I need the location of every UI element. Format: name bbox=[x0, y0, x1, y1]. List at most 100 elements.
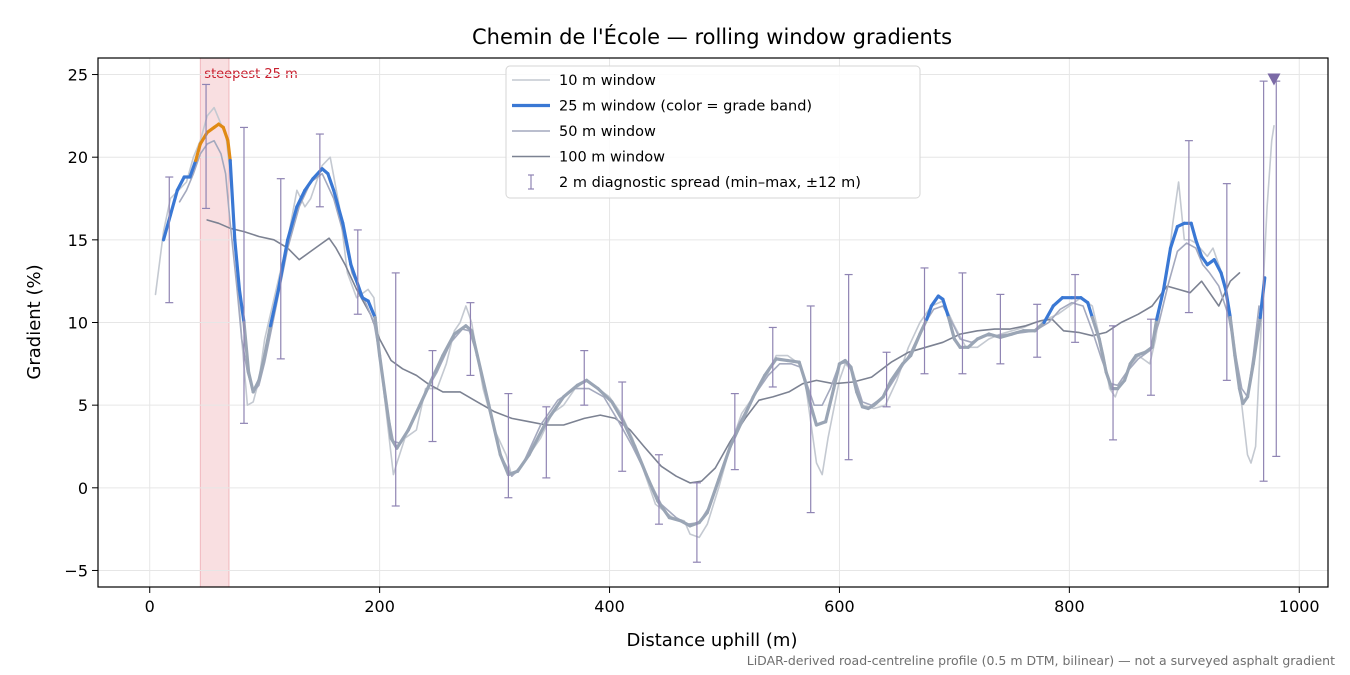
series-25m-segment bbox=[226, 139, 232, 163]
series-25m-segment bbox=[418, 378, 433, 407]
series-25m-segment bbox=[774, 357, 790, 363]
series-25m-segment bbox=[814, 420, 828, 427]
series-25m-segment bbox=[326, 172, 336, 192]
series-25m-segment bbox=[947, 315, 957, 341]
legend-label: 10 m window bbox=[559, 73, 656, 89]
x-tick-label: 0 bbox=[145, 597, 155, 616]
series-25m-segment bbox=[373, 315, 382, 358]
series-25m-segment bbox=[527, 420, 548, 457]
series-25m-segment bbox=[276, 238, 290, 292]
x-tick-label: 1000 bbox=[1279, 597, 1320, 616]
series-25m-segment bbox=[286, 205, 299, 242]
series-25m-segment bbox=[705, 477, 721, 515]
series-25m-segment bbox=[1097, 337, 1108, 374]
series-25m-segment bbox=[929, 294, 940, 308]
series-25m-segment bbox=[251, 378, 261, 394]
series-25m-segment bbox=[175, 175, 186, 192]
series-25m-segment bbox=[1251, 315, 1262, 366]
series-25m-segment bbox=[221, 125, 230, 143]
series-25m-segment bbox=[728, 420, 744, 449]
series-25m-segment bbox=[952, 337, 962, 349]
series-25m-segment bbox=[1042, 304, 1055, 325]
series-25m-segment bbox=[341, 221, 353, 267]
series-25m-segment bbox=[1233, 353, 1242, 391]
series-25m-segment bbox=[872, 395, 885, 407]
series-25m-segment bbox=[1051, 296, 1065, 308]
legend-label: 2 m diagnostic spread (min–max, ±12 m) bbox=[559, 175, 861, 191]
series-25m-segment bbox=[998, 332, 1014, 339]
series-25m-segment bbox=[303, 177, 315, 192]
series-25m-segment bbox=[349, 263, 364, 300]
x-tick-label: 800 bbox=[1054, 597, 1085, 616]
series-25m-segment bbox=[475, 353, 491, 407]
series-25m-segment bbox=[575, 378, 589, 387]
series-25m-segment bbox=[717, 444, 732, 482]
series-25m-segment bbox=[1237, 387, 1245, 406]
series-25m-segment bbox=[667, 515, 683, 523]
series-25m-segment bbox=[268, 287, 281, 328]
series-25m-segment bbox=[1168, 225, 1180, 250]
series-25m-segment bbox=[1212, 258, 1223, 275]
series-25m-segment bbox=[596, 387, 614, 404]
series-25m-segment bbox=[889, 362, 905, 382]
series-25m-segment bbox=[909, 332, 922, 358]
series-25m-segment bbox=[786, 358, 801, 364]
series-25m-segment bbox=[987, 332, 1002, 339]
series-25m-segment bbox=[378, 353, 387, 399]
series-25m-segment bbox=[925, 304, 934, 321]
series-25m-segment bbox=[656, 499, 671, 520]
series-25m-segment bbox=[1122, 362, 1132, 382]
series-25m-segment bbox=[233, 238, 241, 292]
series-25m-segment bbox=[1104, 370, 1114, 391]
series-25m-segment bbox=[1090, 315, 1101, 341]
series-25m-segment bbox=[855, 390, 865, 409]
series-25m-segment bbox=[584, 378, 600, 391]
series-25m-segment bbox=[797, 360, 807, 382]
series-25m-segment bbox=[633, 444, 648, 477]
series-25m-segment bbox=[679, 519, 692, 528]
series-25m-segment bbox=[1245, 362, 1255, 399]
series-25m-segment bbox=[688, 520, 701, 528]
legend-label: 50 m window bbox=[559, 124, 656, 140]
series-25m-segment bbox=[406, 403, 422, 432]
x-axis-label: Distance uphill (m) bbox=[627, 630, 798, 651]
series-25m-segment bbox=[697, 511, 709, 525]
series-25m-segment bbox=[1162, 246, 1173, 292]
series-25m-segment bbox=[429, 353, 445, 382]
series-25m-segment bbox=[832, 362, 842, 391]
series-25m-segment bbox=[246, 370, 255, 394]
series-25m-segment bbox=[452, 324, 468, 336]
series-25m-segment bbox=[1010, 329, 1025, 336]
series-25m-segment bbox=[1199, 254, 1209, 267]
series-25m-segment bbox=[1116, 378, 1127, 391]
series-25m-segment bbox=[487, 403, 502, 457]
series-25m-segment bbox=[751, 373, 767, 399]
y-tick-label: 20 bbox=[68, 148, 88, 167]
chart-title: Chemin de l'École — rolling window gradi… bbox=[472, 24, 952, 49]
series-25m-segment bbox=[498, 453, 510, 477]
series-25m-segment bbox=[242, 320, 251, 374]
y-tick-label: 10 bbox=[68, 314, 88, 333]
series-25m-segment bbox=[237, 287, 246, 325]
x-tick-label: 600 bbox=[824, 597, 855, 616]
series-25m-segment bbox=[901, 353, 913, 366]
series-25m-segment bbox=[740, 395, 755, 424]
series-25m-segment bbox=[1219, 271, 1228, 292]
series-25m-segment bbox=[809, 403, 819, 427]
y-tick-label: 0 bbox=[78, 479, 88, 498]
series-25m-segment bbox=[966, 337, 979, 349]
x-tick-label: 400 bbox=[594, 597, 625, 616]
x-tick-label: 200 bbox=[364, 597, 395, 616]
series-25m-segment bbox=[644, 472, 660, 503]
y-tick-label: 15 bbox=[68, 231, 88, 250]
series-25m-segment bbox=[257, 353, 267, 382]
series-25m-segment bbox=[621, 420, 637, 449]
series-25m-segment bbox=[975, 332, 991, 341]
y-tick-label: −5 bbox=[64, 561, 88, 580]
series-25m-segment bbox=[228, 158, 237, 242]
series-25m-segment bbox=[395, 428, 410, 450]
series-25m-segment bbox=[295, 188, 307, 209]
series-25m-segment bbox=[469, 329, 479, 358]
series-25m-segment bbox=[194, 142, 202, 163]
